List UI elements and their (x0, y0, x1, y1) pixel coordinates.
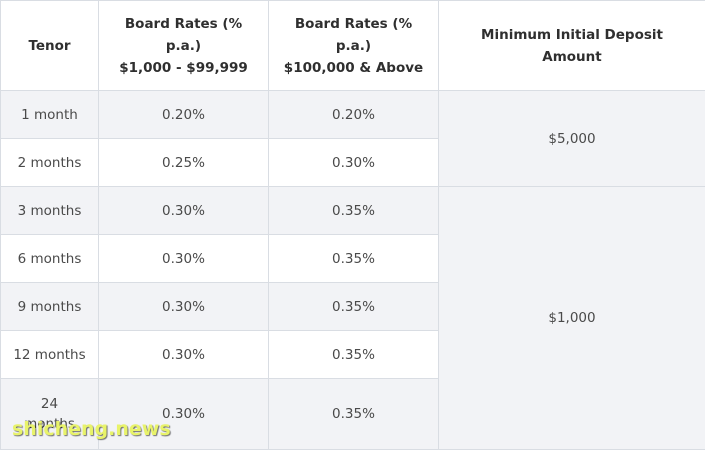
header-line: Amount (445, 46, 699, 68)
tenor-cell: 1 month (1, 91, 99, 139)
header-line: Minimum Initial Deposit (445, 24, 699, 46)
rate-low-cell: 0.30% (99, 187, 269, 235)
rate-high-cell: 0.30% (269, 139, 439, 187)
tenor-cell: 2 months (1, 139, 99, 187)
header-line: Board Rates (% (275, 13, 432, 35)
header-tenor: Tenor (1, 1, 99, 91)
rate-low-cell: 0.30% (99, 283, 269, 331)
header-board-rate-high: Board Rates (% p.a.) $100,000 & Above (269, 1, 439, 91)
header-min-deposit: Minimum Initial Deposit Amount (439, 1, 705, 91)
header-board-rate-low: Board Rates (% p.a.) $1,000 - $99,999 (99, 1, 269, 91)
tenor-cell: 6 months (1, 235, 99, 283)
table-row: 3 months 0.30% 0.35% $1,000 (1, 187, 705, 235)
table-row: 1 month 0.20% 0.20% $5,000 (1, 91, 705, 139)
tenor-cell: 9 months (1, 283, 99, 331)
tenor-cell: 3 months (1, 187, 99, 235)
rate-high-cell: 0.35% (269, 235, 439, 283)
header-line: $1,000 - $99,999 (105, 57, 262, 79)
header-row: Tenor Board Rates (% p.a.) $1,000 - $99,… (1, 1, 705, 91)
header-line: p.a.) (105, 35, 262, 57)
tenor-line: 24 (7, 394, 92, 414)
watermark: shicheng.news (12, 418, 171, 440)
rate-low-cell: 0.30% (99, 235, 269, 283)
header-line: Board Rates (% (105, 13, 262, 35)
deposit-cell: $1,000 (439, 187, 705, 450)
rate-high-cell: 0.35% (269, 187, 439, 235)
rate-low-cell: 0.25% (99, 139, 269, 187)
header-line: $100,000 & Above (275, 57, 432, 79)
rate-high-cell: 0.35% (269, 331, 439, 379)
header-tenor-label: Tenor (28, 38, 70, 54)
rate-high-cell: 0.35% (269, 379, 439, 450)
rate-low-cell: 0.20% (99, 91, 269, 139)
tenor-cell: 12 months (1, 331, 99, 379)
deposit-cell: $5,000 (439, 91, 705, 187)
rate-low-cell: 0.30% (99, 331, 269, 379)
rate-high-cell: 0.20% (269, 91, 439, 139)
rate-high-cell: 0.35% (269, 283, 439, 331)
header-line: p.a.) (275, 35, 432, 57)
